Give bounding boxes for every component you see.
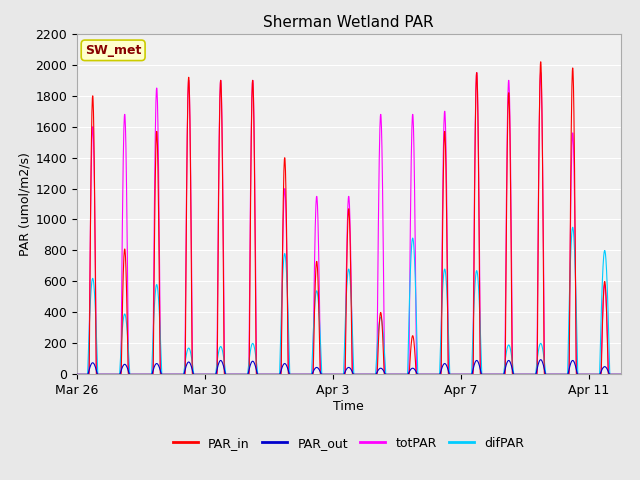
Y-axis label: PAR (umol/m2/s): PAR (umol/m2/s) [18,152,31,256]
Title: Sherman Wetland PAR: Sherman Wetland PAR [264,15,434,30]
Text: SW_met: SW_met [85,44,141,57]
X-axis label: Time: Time [333,400,364,413]
Legend: PAR_in, PAR_out, totPAR, difPAR: PAR_in, PAR_out, totPAR, difPAR [168,432,529,455]
